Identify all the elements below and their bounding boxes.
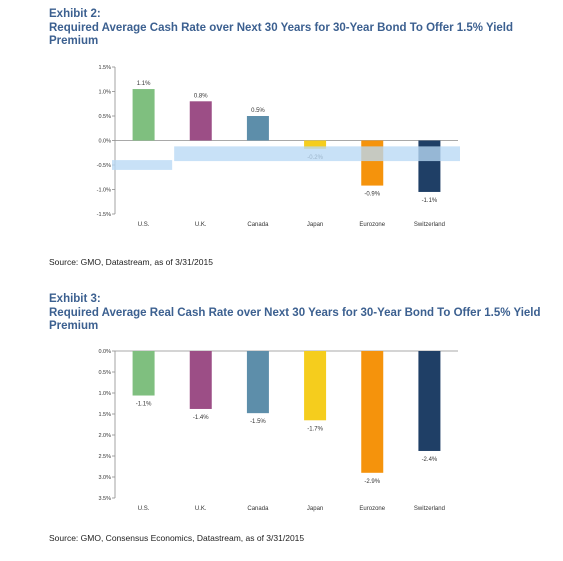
exhibit-2-heading: Required Average Cash Rate over Next 30 … — [49, 21, 514, 48]
bar-u-k — [189, 351, 212, 409]
exhibit-3-title: Exhibit 3: Required Average Real Cash Ra… — [49, 293, 563, 334]
y-tick-label: -1.5% — [97, 212, 111, 218]
exhibit-2-label: Exhibit 2: — [49, 8, 101, 20]
exhibit-2-title: Exhibit 2: Required Average Cash Rate ov… — [49, 8, 563, 49]
x-tick-label-japan: Japan — [307, 222, 323, 228]
bar-u-s — [132, 89, 155, 141]
data-label-switzerland: -2.4% — [422, 457, 438, 463]
x-tick-label-u-s: U.S. — [138, 506, 150, 512]
exhibit-3-chart: 0.0% 0.5% 1.0% 1.5% 2.0% 2.5% 3.0% 3.5% -1.1% U.S… — [98, 349, 458, 512]
bar-canada — [246, 351, 269, 414]
exhibit-3-heading: Required Average Real Cash Rate over Nex… — [49, 306, 541, 333]
bar-u-s — [132, 351, 155, 396]
bar-eurozone — [361, 351, 384, 473]
bar-japan — [304, 351, 327, 421]
y-tick-label: 2.5% — [98, 454, 111, 460]
x-tick-label-japan: Japan — [307, 506, 323, 512]
y-tick-label: 1.0% — [98, 90, 111, 96]
y-tick-label: 0.0% — [98, 349, 111, 355]
data-label-u-s: -1.1% — [136, 402, 152, 408]
exhibit-3-label: Exhibit 3: — [49, 293, 101, 305]
y-tick-label: 0.5% — [98, 114, 111, 120]
y-tick-label: 1.5% — [98, 65, 111, 71]
data-label-canada: -1.5% — [250, 419, 266, 425]
x-tick-label-switzerland: Switzerland — [414, 222, 445, 228]
exhibit-3-source: Source: GMO, Consensus Economics, Datast… — [49, 533, 305, 543]
data-label-u-k: 0.8% — [194, 93, 208, 99]
data-label-eurozone: -0.9% — [364, 192, 380, 198]
x-tick-label-canada: Canada — [247, 222, 269, 228]
x-tick-label-eurozone: Eurozone — [359, 222, 385, 228]
x-tick-label-switzerland: Switzerland — [414, 506, 445, 512]
x-tick-label-eurozone: Eurozone — [359, 506, 385, 512]
bar-japan — [304, 140, 327, 149]
y-tick-label: -1.0% — [97, 188, 111, 194]
bar-u-k — [189, 101, 212, 141]
data-label-eurozone: -2.9% — [364, 479, 380, 485]
data-label-canada: 0.5% — [251, 108, 265, 114]
y-tick-label: -0.5% — [97, 163, 111, 169]
data-label-japan: -1.7% — [307, 426, 323, 432]
data-label-u-s: 1.1% — [137, 81, 151, 87]
y-tick-label: 1.5% — [98, 412, 111, 418]
y-tick-label: 2.0% — [98, 433, 111, 439]
exhibit-2-chart: 1.5% 1.0% 0.5% 0.0% -0.5% -1.0% -1.5% 1.1% U.S. 0… — [97, 65, 460, 228]
y-tick-label: 3.5% — [98, 496, 111, 502]
y-tick-label: 3.0% — [98, 475, 111, 481]
overlay-band-segment — [112, 160, 173, 170]
bar-switzerland — [418, 351, 441, 451]
bar-canada — [246, 116, 269, 141]
y-tick-label: 1.0% — [98, 391, 111, 397]
y-tick-label: 0.5% — [98, 370, 111, 376]
data-label-switzerland: -1.1% — [422, 198, 438, 204]
y-tick-label: 0.0% — [98, 139, 111, 145]
exhibit-2-source: Source: GMO, Datastream, as of 3/31/2015 — [49, 257, 213, 267]
overlay-band-segment — [174, 146, 460, 162]
x-tick-label-canada: Canada — [247, 506, 269, 512]
data-label-u-k: -1.4% — [193, 415, 209, 421]
x-tick-label-u-k: U.K. — [195, 506, 207, 512]
x-tick-label-u-s: U.S. — [138, 222, 150, 228]
x-tick-label-u-k: U.K. — [195, 222, 207, 228]
